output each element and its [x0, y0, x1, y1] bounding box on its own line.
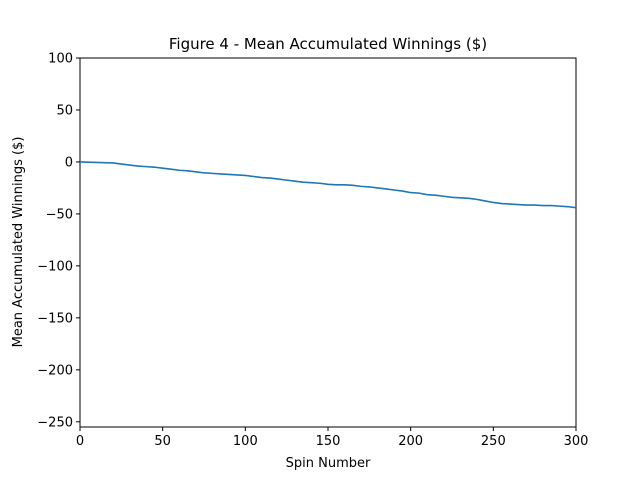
y-tick-label: 100: [48, 52, 73, 67]
series-layer: [79, 161, 577, 209]
x-tick-label: 100: [233, 434, 258, 449]
chart-title: Figure 4 - Mean Accumulated Winnings ($): [169, 35, 487, 53]
y-tick-label: 0: [65, 155, 73, 170]
y-axis: 100 50 0 −50 −100 −150 −200 −250: [37, 52, 80, 430]
x-axis: 0 50 100 150 200 250 300: [76, 427, 589, 449]
x-tick-label: 300: [564, 434, 589, 449]
x-tick-label: 0: [76, 434, 84, 449]
y-tick-label: −100: [37, 259, 73, 274]
x-tick-label: 50: [154, 434, 171, 449]
x-tick-label: 200: [398, 434, 423, 449]
y-tick-label: −50: [46, 207, 73, 222]
y-tick-label: −150: [37, 311, 73, 326]
y-tick-label: −250: [37, 415, 73, 430]
x-tick-label: 250: [481, 434, 506, 449]
y-tick-label: 50: [56, 103, 73, 118]
series-line-0: [79, 161, 577, 209]
plot-area-frame: [79, 57, 577, 428]
x-axis-label: Spin Number: [286, 456, 371, 471]
y-tick-label: −200: [37, 363, 73, 378]
x-tick-label: 150: [316, 434, 341, 449]
y-axis-label: Mean Accumulated Winnings ($): [11, 137, 26, 348]
